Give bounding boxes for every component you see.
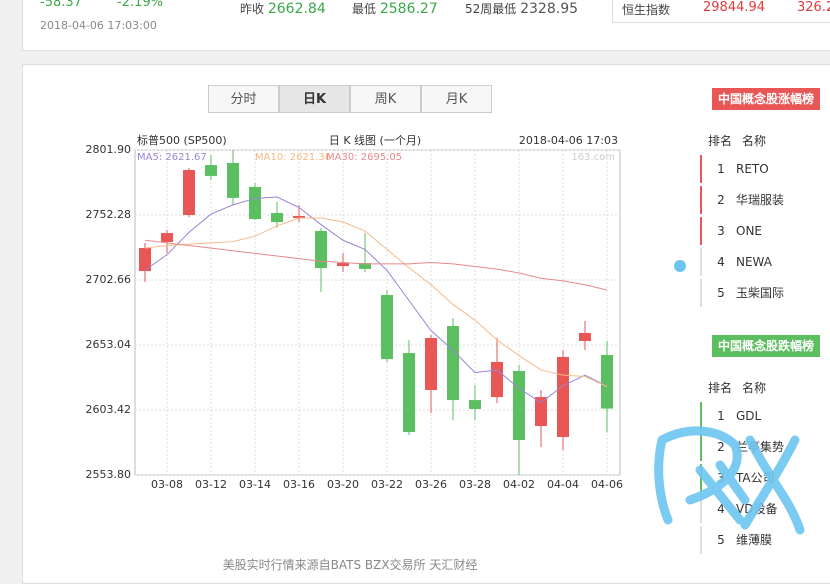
stock-name: GDL — [736, 409, 762, 423]
stock-name: 华瑞服装 — [736, 193, 785, 207]
rank: 3 — [717, 224, 725, 238]
gainer-row[interactable]: 2 华瑞服装 — [700, 186, 830, 214]
gainer-row[interactable]: 1 RETO — [700, 155, 830, 183]
stat-value: 2662.84 — [267, 1, 326, 17]
stat: 昨收 2662.84 — [240, 0, 326, 17]
column-label: 排名 — [708, 381, 733, 395]
stock-name: VD设备 — [736, 502, 778, 516]
column-header: 排名 名称 — [700, 132, 766, 149]
index-name: 恒生指数 — [622, 3, 671, 17]
stat: 最低 2586.27 — [352, 0, 438, 17]
rank: 2 — [717, 193, 725, 207]
index-value: 29844.94 — [703, 0, 766, 15]
stock-name: 兰亭集势 — [736, 440, 785, 454]
stat-label: 52周最低 — [465, 2, 517, 16]
index-change: 326.2 — [797, 0, 830, 15]
rank: 2 — [717, 440, 725, 454]
rank: 4 — [717, 502, 725, 516]
stat-label: 最低 — [352, 2, 377, 16]
gainers-title: 中国概念股涨幅榜 — [712, 88, 821, 110]
stock-name: NEWA — [736, 255, 772, 269]
loser-row[interactable]: 1 GDL — [700, 402, 830, 430]
column-label: 名称 — [742, 134, 767, 148]
stock-name: ONE — [736, 224, 763, 238]
rank: 5 — [717, 533, 725, 547]
stat-value: 2328.95 — [520, 1, 579, 17]
chart-panel — [22, 64, 682, 584]
column-header: 排名 名称 — [700, 379, 766, 396]
tab[interactable]: 月K — [421, 85, 492, 113]
change-pct: -2.19% — [117, 0, 163, 10]
footer-note: 美股实时行情来源自BATS BZX交易所 天汇财经 — [222, 558, 478, 572]
stat: 52周最低 2328.95 — [465, 0, 578, 17]
rank: 1 — [717, 409, 725, 423]
rank: 4 — [717, 255, 725, 269]
quote-time: 2018-04-06 17:03:00 — [40, 19, 157, 32]
column-label: 排名 — [708, 134, 733, 148]
tab[interactable]: 分时 — [208, 85, 279, 113]
index-box — [612, 0, 830, 23]
losers-title: 中国概念股跌幅榜 — [712, 335, 821, 357]
rank: 3 — [717, 471, 725, 485]
stock-name: 玉柴国际 — [736, 286, 785, 300]
loser-row[interactable]: 3 TA公司 — [700, 464, 830, 492]
change: -58.37 — [40, 0, 82, 10]
loser-row[interactable]: 5 维薄膜 — [700, 526, 830, 554]
stat-value: 2586.27 — [379, 1, 438, 17]
stock-name: 维薄膜 — [736, 533, 773, 547]
gainer-row[interactable]: 3 ONE — [700, 217, 830, 245]
tab[interactable]: 周K — [350, 85, 421, 113]
gainer-row[interactable]: 4 NEWA — [700, 248, 830, 276]
tab[interactable]: 日K — [279, 85, 350, 113]
column-label: 名称 — [742, 381, 767, 395]
stock-name: RETO — [736, 162, 769, 176]
stat-label: 昨收 — [240, 2, 265, 16]
rank: 5 — [717, 286, 725, 300]
stock-name: TA公司 — [736, 471, 775, 485]
scroll-dot[interactable] — [674, 260, 686, 272]
loser-row[interactable]: 4 VD设备 — [700, 495, 830, 523]
rank: 1 — [717, 162, 725, 176]
loser-row[interactable]: 2 兰亭集势 — [700, 433, 830, 461]
gainer-row[interactable]: 5 玉柴国际 — [700, 279, 830, 307]
